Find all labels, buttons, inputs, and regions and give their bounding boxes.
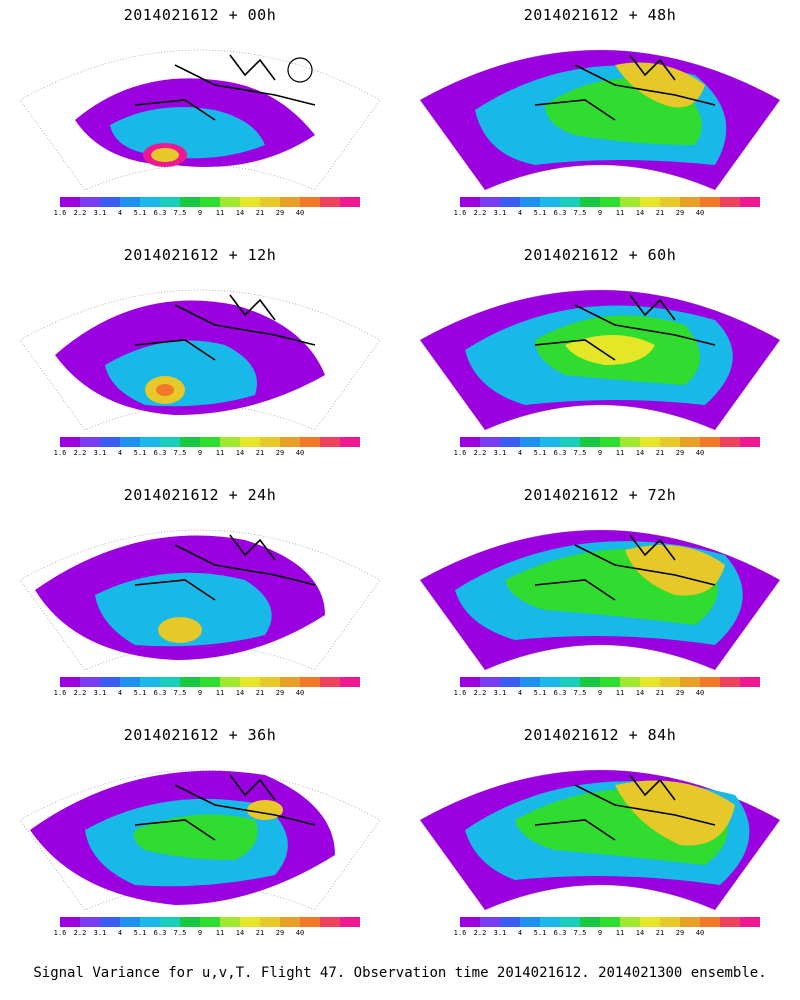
variance-map-24h — [19, 529, 381, 671]
panel-title: 2014021612 + 12h — [123, 246, 277, 264]
colorbar-labels: 1.6 2.2 3.1 4 5.1 6.3 7.5 9 11 14 21 29 40 — [453, 929, 705, 937]
map-panel-84h: 2014021612 + 84h 1.6 2.2 3.1 4 5.1 6.3 7.5 9 11 1… — [400, 720, 800, 960]
variance-map-72h — [419, 529, 781, 671]
colorbar-labels: 1.6 2.2 3.1 4 5.1 6.3 7.5 9 11 14 21 29 40 — [453, 689, 705, 697]
colorbar-labels: 1.6 2.2 3.1 4 5.1 6.3 7.5 9 11 14 21 29 40 — [453, 449, 705, 457]
panel-title: 2014021612 + 72h — [523, 486, 677, 504]
colorbar — [460, 917, 760, 927]
map-panel-24h: 2014021612 + 24h 1.6 2.2 3.1 4 5.1 6.3 7.5 9 11 1… — [0, 480, 400, 720]
panel-title: 2014021612 + 60h — [523, 246, 677, 264]
map-panel-60h: 2014021612 + 60h 1.6 2.2 3.1 4 5.1 6.3 7.5 9 11 1… — [400, 240, 800, 480]
variance-map-12h — [19, 289, 381, 431]
colorbar — [460, 677, 760, 687]
colorbar — [460, 437, 760, 447]
colorbar-labels: 1.6 2.2 3.1 4 5.1 6.3 7.5 9 11 14 21 29 40 — [453, 209, 705, 217]
map-panel-72h: 2014021612 + 72h 1.6 2.2 3.1 4 5.1 6.3 7.5 9 11 1… — [400, 480, 800, 720]
colorbar — [460, 197, 760, 207]
variance-map-00h — [19, 49, 381, 191]
colorbar — [60, 917, 360, 927]
panel-title: 2014021612 + 48h — [523, 6, 677, 24]
figure-caption: Signal Variance for u,v,T. Flight 47. Ob… — [33, 965, 767, 981]
panel-title: 2014021612 + 84h — [523, 726, 677, 744]
map-panel-36h: 2014021612 + 36h 1.6 2.2 3.1 4 5.1 6.3 7.5 9 11 1… — [0, 720, 400, 960]
colorbar — [60, 197, 360, 207]
variance-map-48h — [419, 49, 781, 191]
variance-map-36h — [19, 769, 381, 911]
colorbar — [60, 677, 360, 687]
map-panel-48h: 2014021612 + 48h 1.6 2.2 3.1 4 5.1 6.3 7.5 9 11 1… — [400, 0, 800, 240]
variance-map-84h — [419, 769, 781, 911]
panel-title: 2014021612 + 00h — [123, 6, 277, 24]
colorbar-labels: 1.6 2.2 3.1 4 5.1 6.3 7.5 9 11 14 21 29 40 — [53, 449, 305, 457]
map-panel-12h: 2014021612 + 12h 1.6 2.2 3.1 4 5.1 6.3 7.5 9 11 1… — [0, 240, 400, 480]
colorbar-labels: 1.6 2.2 3.1 4 5.1 6.3 7.5 9 11 14 21 29 40 — [53, 929, 305, 937]
colorbar-labels: 1.6 2.2 3.1 4 5.1 6.3 7.5 9 11 14 21 29 40 — [53, 209, 305, 217]
panel-title: 2014021612 + 24h — [123, 486, 277, 504]
colorbar — [60, 437, 360, 447]
panel-title: 2014021612 + 36h — [123, 726, 277, 744]
colorbar-labels: 1.6 2.2 3.1 4 5.1 6.3 7.5 9 11 14 21 29 40 — [53, 689, 305, 697]
variance-map-60h — [419, 289, 781, 431]
map-panel-00h: 2014021612 + 00h 1.6 2.2 3.1 4 5.1 6.3 7.5 9 11 1… — [0, 0, 400, 240]
